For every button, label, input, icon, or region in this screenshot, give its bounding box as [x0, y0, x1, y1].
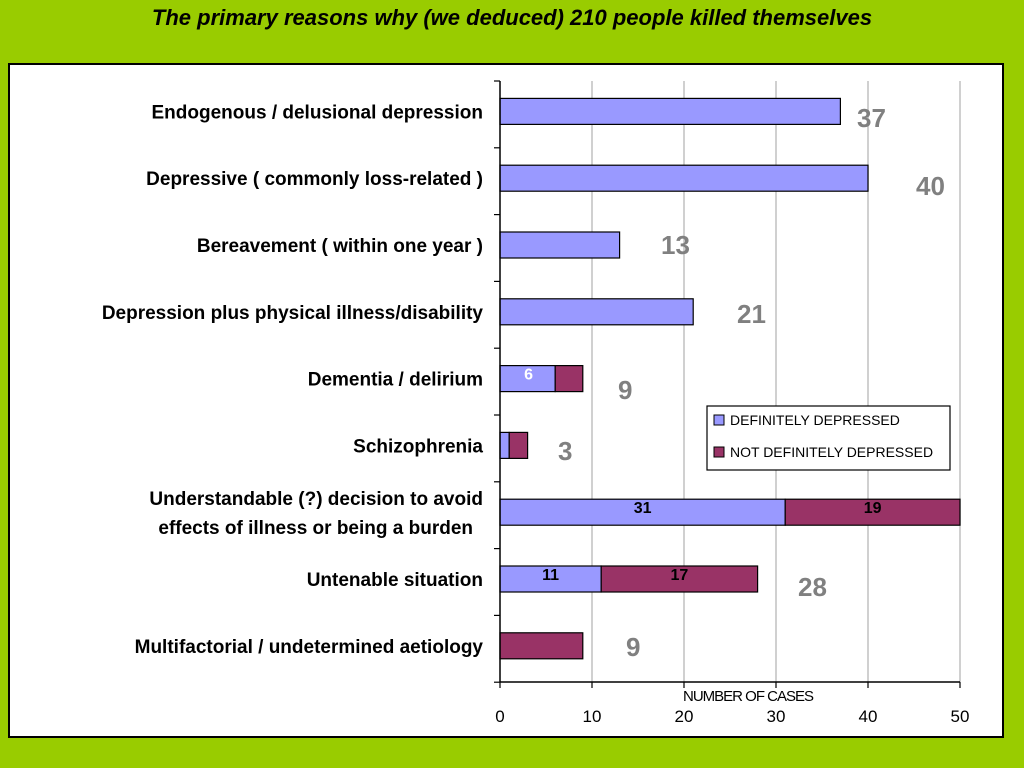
legend-swatch-not-definitely [713, 446, 725, 458]
total-value-label: 3 [558, 436, 572, 466]
category-label: Multifactorial / undetermined aetiology [135, 637, 484, 658]
segment-value-label: 11 [542, 567, 559, 584]
category-label: Depression plus physical illness/disabil… [102, 303, 484, 324]
bar-chart: 0 10 20 30 40 50 NUMBER OF CASES 6 31 19 11 17 37 40… [102, 80, 970, 726]
total-value-label: 9 [618, 375, 632, 405]
bar-not-definitely-depressed [784, 498, 961, 526]
category-label: Depressive ( commonly loss-related ) [146, 169, 483, 190]
bar-definitely-depressed [499, 298, 694, 326]
legend-label: DEFINITELY DEPRESSED [730, 412, 900, 428]
x-axis-title: NUMBER OF CASES [683, 688, 814, 705]
x-tick-label: 0 [495, 707, 504, 726]
total-value-label: 9 [626, 632, 640, 662]
category-label: Understandable (?) decision to avoid [149, 489, 483, 510]
total-value-label: 21 [737, 299, 766, 329]
total-value-label: 28 [798, 572, 827, 602]
x-tick-label: 50 [951, 707, 970, 726]
bar-definitely-depressed [499, 164, 869, 192]
category-label: Bereavement ( within one year ) [197, 236, 483, 257]
labels: 6 31 19 11 17 37 40 13 21 9 3 28 9 Endogenous / delus… [102, 102, 945, 662]
category-label: Endogenous / delusional depression [152, 102, 484, 123]
segment-value-label: 17 [671, 567, 689, 584]
category-label: effects of illness or being a burden [158, 518, 473, 539]
legend: DEFINITELY DEPRESSED NOT DEFINITELY DEPRE… [706, 405, 951, 471]
legend-swatch-definitely [713, 414, 725, 426]
axes: 0 10 20 30 40 50 NUMBER OF CASES [494, 80, 970, 726]
legend-label: NOT DEFINITELY DEPRESSED [730, 444, 933, 460]
bars [499, 97, 961, 660]
chart-panel: 0 10 20 30 40 50 NUMBER OF CASES 6 31 19 11 17 37 40… [8, 63, 1004, 738]
bar-not-definitely-depressed [499, 632, 584, 660]
total-value-label: 37 [857, 103, 886, 133]
total-value-label: 13 [661, 230, 690, 260]
slide-title: The primary reasons why (we deduced) 210… [151, 5, 873, 30]
bar-definitely-depressed [499, 97, 841, 126]
category-label: Schizophrenia [353, 436, 483, 457]
segment-value-label: 19 [864, 500, 882, 517]
bar-not-definitely-depressed [554, 365, 584, 393]
x-tick-label: 10 [583, 707, 602, 726]
x-tick-label: 20 [675, 707, 694, 726]
bar-definitely-depressed [499, 231, 621, 259]
category-label: Untenable situation [307, 570, 483, 591]
bar-not-definitely-depressed [600, 565, 759, 593]
total-value-label: 40 [916, 171, 945, 201]
segment-value-label: 31 [634, 500, 652, 517]
bar-not-definitely-depressed [508, 431, 529, 459]
x-tick-label: 30 [767, 707, 786, 726]
category-label: Dementia / delirium [308, 370, 483, 391]
segment-value-label: 6 [524, 367, 533, 384]
x-tick-label: 40 [859, 707, 878, 726]
legend-box [706, 405, 951, 471]
bar-definitely-depressed [499, 431, 510, 459]
